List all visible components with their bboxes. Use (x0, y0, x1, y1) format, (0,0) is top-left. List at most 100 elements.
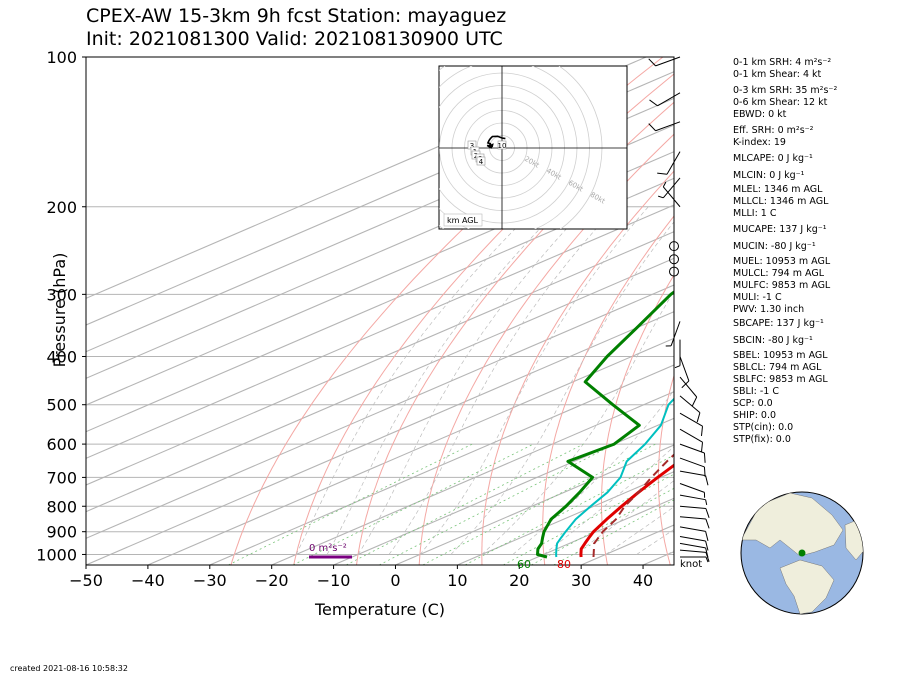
plot-clip-group (86, 57, 906, 565)
skewt-plot-area (86, 57, 906, 565)
wind-barb-shaft (662, 177, 681, 199)
x-axis-label: Temperature (C) (314, 600, 446, 619)
wind-barb-shaft (657, 92, 681, 107)
wind-barb-shaft (679, 505, 706, 510)
isotherm-line (271, 391, 674, 565)
wind-barb-icon (662, 181, 681, 208)
y-tick-label: 800 (46, 497, 77, 516)
x-tick-label: 30 (571, 571, 591, 590)
wind-barb-shaft (679, 494, 706, 501)
index-line: SBLCL: 794 m AGL (733, 362, 822, 373)
wind-barb-shaft (679, 457, 705, 468)
dry-adiabat-line (819, 57, 906, 565)
index-line: SBLFC: 9853 m AGL (733, 374, 828, 385)
globe-icon (740, 491, 864, 615)
index-line: MUCIN: -80 J kg⁻¹ (733, 241, 816, 252)
wind-barb-icon (679, 535, 709, 551)
wind-barb-icon (679, 542, 709, 558)
mixing-ratio-line (503, 473, 674, 565)
dry-adiabat-line (542, 215, 674, 565)
wind-barb-icon (679, 470, 709, 486)
y-axis-label: Pressure (hPa) (49, 252, 69, 368)
surface-temperature-label: 80 (557, 558, 571, 571)
wind-barb-shaft (679, 356, 690, 382)
wind-barb-icon (679, 376, 698, 407)
index-line: SHIP: 0.0 (733, 410, 777, 421)
isotherm-line (147, 337, 674, 565)
isotherm-line (86, 124, 674, 379)
mixing-ratio-line (422, 443, 656, 565)
y-tick-label: 1000 (36, 545, 77, 564)
hodograph-height-label: 4 (479, 158, 484, 166)
index-line: MLCIN: 0 J kg⁻¹ (733, 170, 805, 181)
wind-barb-icon (679, 457, 706, 477)
wind-barb-icon (679, 428, 704, 453)
index-line: SBCAPE: 137 J kg⁻¹ (733, 318, 824, 329)
hodograph-height-box (476, 156, 486, 166)
isotherm-line (333, 417, 674, 565)
wind-barb-shaft (679, 412, 703, 427)
moist-adiabat-line (388, 206, 617, 555)
index-line: MUCAPE: 137 J kg⁻¹ (733, 224, 827, 235)
mixing-ratio-line (292, 443, 534, 565)
index-line: Eff. SRH: 0 m²s⁻² (733, 125, 814, 136)
moist-adiabat-line (512, 389, 674, 555)
wind-barb-half (665, 345, 672, 347)
moist-adiabat-line (543, 446, 674, 555)
wind-barb-shaft (679, 395, 701, 413)
wind-barb-full (696, 412, 701, 423)
chart-subtitle: Init: 2021081300 Valid: 202108130900 UTC (86, 28, 503, 50)
x-tick-label: −20 (255, 571, 289, 590)
wind-barb-half (703, 492, 706, 498)
wind-barb-full (648, 123, 656, 132)
index-line: MLCAPE: 0 J kg⁻¹ (733, 153, 813, 164)
globe-south-america (779, 559, 835, 614)
globe-station-marker (798, 549, 806, 557)
wind-barb-full (705, 508, 710, 518)
x-tick-label: −50 (69, 571, 103, 590)
skewt-axes: −50 −40 −30 −20 −10 0 10 20 30 40 100 200 300 400 500 6… (36, 48, 675, 590)
index-line: MULCL: 794 m AGL (733, 268, 825, 279)
wind-barb-full (700, 442, 704, 453)
moist-adiabat-line (419, 206, 649, 555)
moist-adiabat-line (326, 206, 562, 555)
wind-barb-icon (679, 356, 690, 389)
isotherm-line (86, 311, 674, 565)
index-line: 0-6 km Shear: 12 kt (733, 97, 828, 108)
wind-barb-shaft (655, 121, 681, 132)
isotherm-line (209, 364, 674, 565)
hodograph-frame (438, 65, 628, 230)
index-line: SCP: 0.0 (733, 398, 773, 409)
moist-adiabat-line (481, 290, 674, 555)
wind-barb-half (658, 195, 664, 199)
wind-barb-icon (679, 412, 704, 437)
hodograph-label: km AGL (447, 216, 479, 225)
wind-barb-shaft (655, 56, 681, 67)
mixing-ratio-line (228, 443, 473, 565)
wind-barb-full (700, 426, 704, 437)
wind-barb-icon (665, 321, 681, 347)
wind-barb-shaft (679, 549, 706, 553)
index-line: MLLCL: 1346 m AGL (733, 196, 829, 207)
wind-barb-shaft (679, 483, 705, 493)
wind-barb-half (705, 499, 708, 506)
index-line: 0-3 km SRH: 35 m²s⁻² (733, 85, 838, 96)
moist-adiabat-line (450, 221, 674, 555)
y-tick-label: 300 (46, 285, 77, 304)
chart-title: CPEX-AW 15-3km 9h fcst Station: mayaguez (86, 5, 507, 27)
virtual-profile-line (555, 397, 674, 558)
wind-barb-icon (679, 395, 701, 423)
wind-barb-full (649, 99, 658, 107)
index-line: 0-1 km Shear: 4 kt (733, 69, 822, 80)
index-line: STP(cin): 0.0 (733, 422, 794, 433)
index-line: MULI: -1 C (733, 292, 782, 303)
wind-barb-full (705, 518, 710, 529)
isotherm-line (86, 257, 674, 513)
wind-barb-icon (649, 92, 681, 107)
index-line: MUEL: 10953 m AGL (733, 256, 831, 267)
plot-frame (85, 56, 675, 566)
hodograph-height-box (497, 140, 507, 150)
wind-barb-full (648, 58, 656, 67)
y-tick-label: 600 (46, 435, 77, 454)
